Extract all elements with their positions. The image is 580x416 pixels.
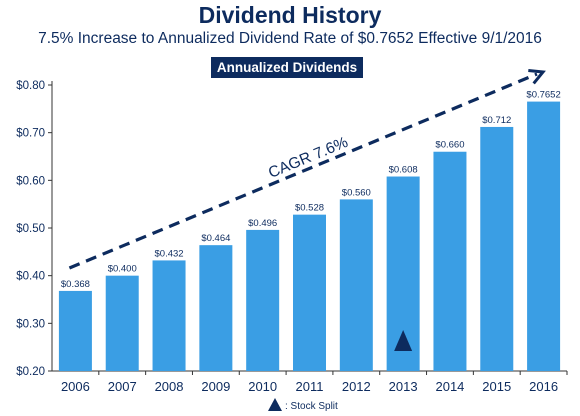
bar-2014: [433, 152, 466, 371]
data-label: $0.560: [342, 187, 371, 198]
data-label: $0.528: [295, 203, 324, 214]
stock-split-triangle-icon: [268, 398, 282, 411]
x-tick-label: 2016: [529, 379, 558, 394]
stock-split-legend: : Stock Split: [268, 398, 338, 412]
x-tick-label: 2010: [248, 379, 277, 394]
x-tick-label: 2012: [342, 379, 371, 394]
data-label: $0.400: [108, 264, 137, 275]
data-label: $0.608: [389, 165, 418, 176]
data-label: $0.464: [201, 233, 230, 244]
data-label: $0.432: [155, 248, 184, 259]
x-tick-label: 2007: [108, 379, 137, 394]
y-tick-label: $0.80: [16, 80, 45, 92]
data-label: $0.368: [61, 279, 90, 290]
bar-2008: [153, 260, 186, 371]
x-tick-label: 2006: [61, 379, 90, 394]
x-tick-label: 2015: [482, 379, 511, 394]
data-label: $0.712: [482, 115, 511, 126]
bar-2016: [527, 102, 560, 371]
y-tick-label: $0.40: [16, 271, 45, 283]
x-tick-label: 2013: [389, 379, 418, 394]
x-tick-label: 2014: [435, 379, 464, 394]
y-tick-label: $0.30: [16, 318, 45, 330]
x-tick-label: 2008: [155, 379, 184, 394]
x-tick-label: 2009: [201, 379, 230, 394]
y-tick-label: $0.70: [16, 128, 45, 140]
x-tick-label: 2011: [296, 379, 324, 394]
bar-2007: [106, 276, 139, 371]
bar-2006: [59, 291, 92, 371]
y-tick-label: $0.20: [16, 366, 45, 378]
data-label: $0.496: [248, 218, 277, 229]
cagr-arrowhead-icon: [528, 71, 543, 84]
y-tick-label: $0.60: [16, 175, 45, 187]
bar-2015: [480, 127, 513, 371]
bar-2009: [199, 245, 232, 371]
bar-2011: [293, 215, 326, 371]
bar-2012: [340, 199, 373, 371]
data-label: $0.660: [435, 140, 464, 151]
bar-2010: [246, 230, 279, 371]
stock-split-legend-label: : Stock Split: [285, 401, 338, 412]
y-tick-label: $0.50: [16, 223, 45, 235]
data-label: $0.7652: [526, 90, 560, 101]
